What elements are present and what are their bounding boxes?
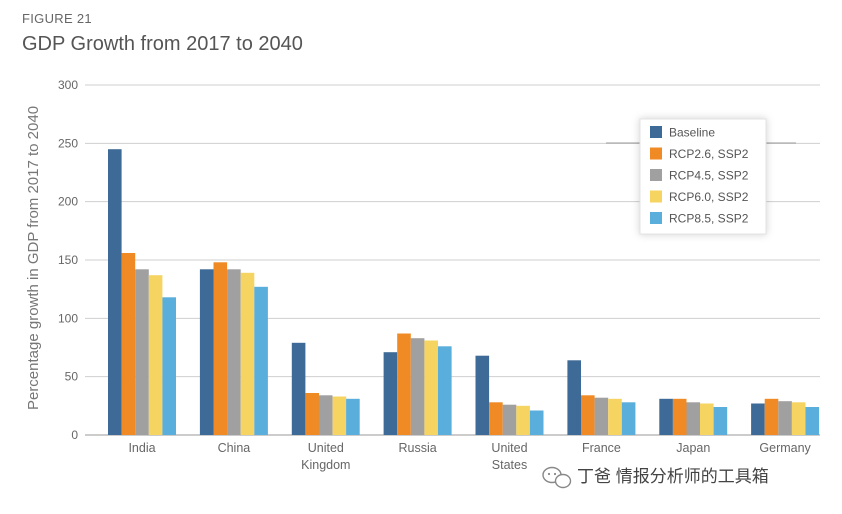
bar: [475, 355, 490, 435]
y-tick-label: 0: [71, 428, 78, 442]
bar: [254, 286, 268, 435]
bar: [108, 149, 122, 435]
bar: [305, 393, 319, 435]
bar: [764, 398, 779, 435]
bar: [659, 398, 673, 435]
chart-title: GDP Growth from 2017 to 2040: [22, 33, 303, 55]
bar: [213, 262, 228, 435]
bar: [567, 360, 581, 435]
x-tick-label: States: [492, 458, 527, 472]
y-tick-label: 50: [65, 370, 79, 384]
y-tick-label: 100: [58, 311, 78, 325]
bar: [516, 405, 530, 435]
y-axis-label: Percentage growth in GDP from 2017 to 20…: [25, 106, 42, 410]
bar: [410, 338, 425, 435]
bar: [397, 333, 411, 435]
figure-label: FIGURE 21: [22, 11, 92, 26]
x-tick-label: United: [491, 441, 527, 455]
bar: [778, 401, 792, 435]
x-axis-labels: India China United Kingdom Russia United State…: [128, 441, 811, 472]
legend-entry: Baseline: [669, 126, 715, 140]
bar: [240, 272, 255, 435]
bar: [581, 395, 595, 435]
bars: [108, 149, 820, 435]
x-tick-label: China: [218, 441, 251, 455]
bar: [291, 342, 306, 435]
y-tick-label: 300: [58, 78, 78, 92]
bar: [199, 269, 214, 435]
bar: [805, 407, 820, 435]
legend-swatch: [650, 169, 662, 181]
watermark-text: 丁爸 情报分析师的工具箱: [577, 467, 769, 486]
legend-entry: RCP6.0, SSP2: [669, 190, 749, 204]
bar: [489, 402, 503, 435]
x-tick-label: India: [128, 441, 155, 455]
legend-entry: RCP4.5, SSP2: [669, 169, 749, 183]
bar: [438, 346, 452, 435]
bar: [346, 398, 360, 435]
bar: [227, 269, 241, 435]
legend: Baseline RCP2.6, SSP2 RCP4.5, SSP2 RCP6.0, …: [606, 118, 796, 235]
bar: [121, 253, 136, 435]
bar: [713, 407, 728, 435]
legend-swatch: [650, 212, 662, 224]
legend-entry: RCP2.6, SSP2: [669, 147, 749, 161]
legend-swatch: [650, 147, 662, 160]
x-tick-label: United: [308, 441, 344, 455]
y-tick-label: 200: [58, 195, 78, 209]
bar: [686, 402, 701, 435]
wechat-icon: [542, 466, 572, 489]
legend-entry: RCP8.5, SSP2: [669, 212, 749, 226]
bar: [318, 395, 333, 435]
y-tick-label: 150: [58, 253, 78, 267]
bar: [162, 297, 176, 435]
x-tick-label: Kingdom: [301, 458, 350, 472]
bar: [672, 398, 687, 435]
x-tick-label: Russia: [398, 441, 436, 455]
bar: [332, 396, 347, 435]
bar: [700, 403, 714, 435]
bar: [621, 402, 636, 435]
bar: [148, 275, 163, 435]
x-tick-label: France: [582, 441, 621, 455]
bar: [135, 269, 149, 435]
bar: [791, 402, 806, 435]
bar: [594, 397, 609, 435]
x-tick-label: Japan: [676, 441, 710, 455]
legend-swatch: [650, 126, 662, 138]
bar: [383, 352, 398, 435]
x-tick-label: Germany: [759, 441, 811, 455]
bar: [529, 410, 544, 435]
bar: [424, 340, 438, 435]
watermark: 丁爸 情报分析师的工具箱: [542, 466, 769, 489]
bar: [502, 404, 517, 435]
legend-swatch: [650, 190, 662, 203]
y-tick-label: 250: [58, 136, 78, 150]
y-axis-ticks: 0 50 100 150 200 250 300: [58, 78, 78, 442]
bar: [608, 398, 622, 435]
bar: [751, 403, 765, 435]
